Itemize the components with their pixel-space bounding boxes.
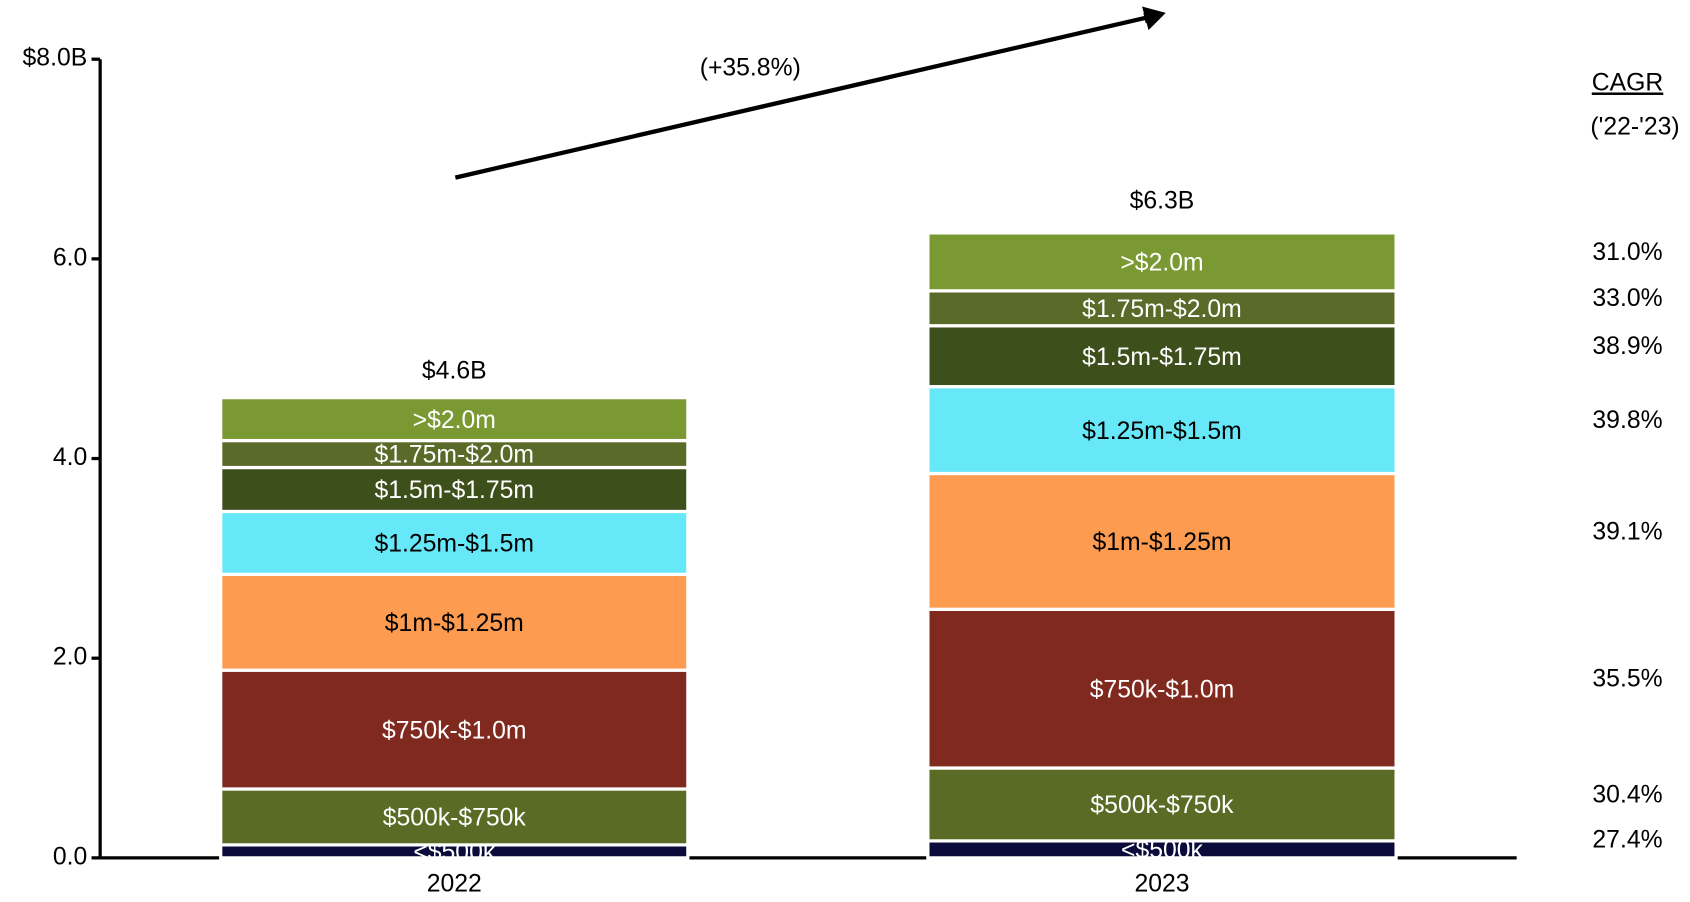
bar-segment (926, 607, 1398, 770)
cagr-label: 31.0% (1592, 239, 1662, 266)
segment-label: $1.5m-$1.75m (1082, 344, 1242, 371)
y-tick-label: 4.0 (53, 444, 87, 471)
bar-segment (219, 668, 690, 791)
cagr-title: CAGR (1592, 69, 1664, 96)
x-tick-label: 2022 (427, 870, 482, 897)
bar-segment (219, 572, 690, 672)
cagr-label: 39.8% (1592, 407, 1662, 434)
bar-segment (219, 787, 690, 847)
annotation: (+35.8%) (700, 54, 801, 81)
segment-label: $1m-$1.25m (1093, 529, 1232, 556)
segment-label: $500k-$750k (1090, 792, 1234, 819)
segment-label: $750k-$1.0m (382, 717, 526, 744)
segment-label: $500k-$750k (383, 805, 527, 832)
bar-segment (219, 438, 690, 470)
y-tick-label: 6.0 (53, 244, 87, 271)
cagr-subtitle: ('22-'23) (1590, 114, 1679, 141)
bar-segment (219, 396, 690, 443)
segment-label: $1m-$1.25m (385, 610, 524, 637)
segment-label: $1.5m-$1.75m (374, 477, 534, 504)
cagr-label: 30.4% (1592, 781, 1662, 808)
y-tick-label: 2.0 (53, 644, 87, 671)
bar-segment (219, 465, 690, 514)
bar-segment (219, 509, 690, 576)
segment-label: $1.75m-$2.0m (374, 442, 534, 469)
segment-label: >$2.0m (413, 407, 496, 434)
bar-segment (926, 289, 1398, 328)
bar-segment (926, 766, 1398, 843)
x-tick-label: 2023 (1134, 870, 1189, 897)
cagr-label: 33.0% (1592, 285, 1662, 312)
cagr-label: 39.1% (1592, 518, 1662, 545)
cagr-label: 35.5% (1592, 666, 1662, 693)
segment-label: $750k-$1.0m (1090, 676, 1234, 703)
segment-label: $1.25m-$1.5m (1082, 418, 1242, 445)
cagr-label: 27.4% (1592, 826, 1662, 853)
segment-label: $1.25m-$1.5m (374, 531, 534, 558)
y-tick-label: 0.0 (53, 843, 87, 870)
cagr-label: 38.9% (1592, 333, 1662, 360)
bar-segment (926, 385, 1398, 476)
total-label: $4.6B (422, 357, 487, 384)
arrow-head (1142, 6, 1166, 31)
segment-label: >$2.0m (1120, 250, 1203, 277)
bar-segment (926, 231, 1398, 293)
segment-label: $1.75m-$2.0m (1082, 296, 1242, 323)
growth-arrow (454, 12, 1155, 180)
y-tick-label: $8.0B (23, 45, 88, 72)
total-label: $6.3B (1130, 188, 1195, 215)
bar-segment (926, 324, 1398, 389)
bar-segment (926, 471, 1398, 611)
